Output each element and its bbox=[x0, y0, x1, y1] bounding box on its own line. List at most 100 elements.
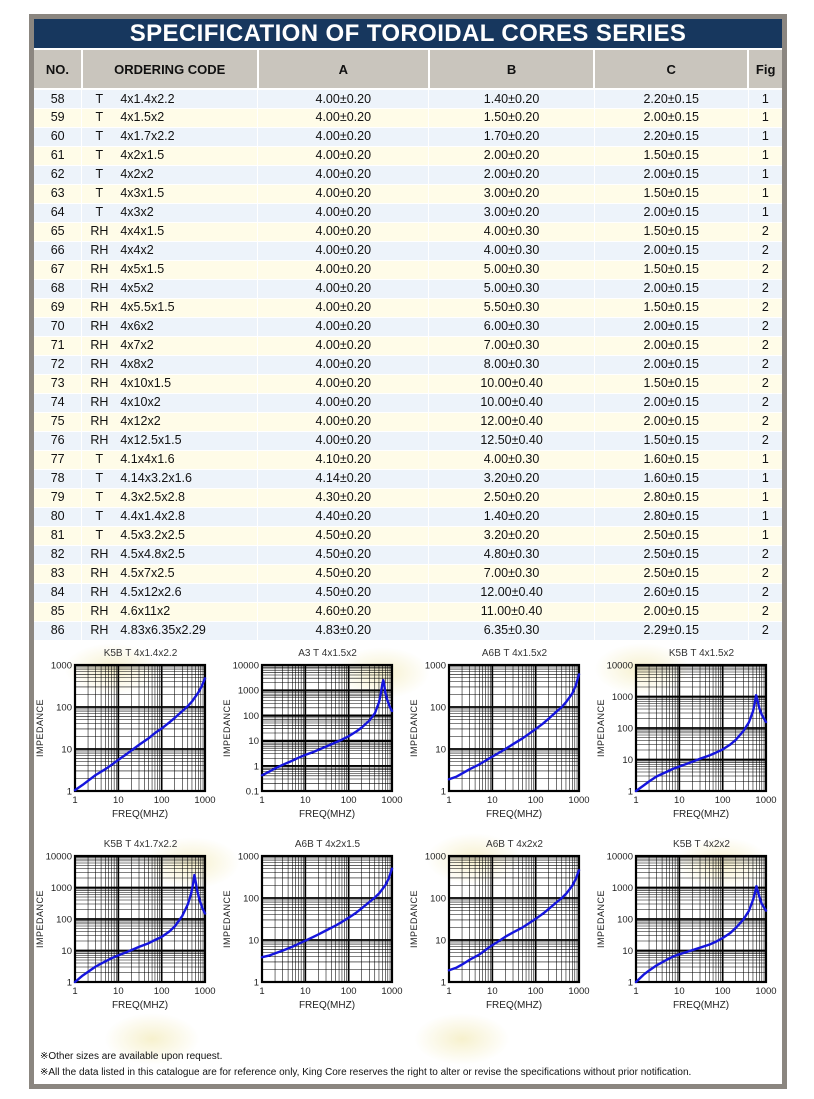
core-type-prefix: RH bbox=[90, 338, 109, 353]
impedance-chart: K5B T 4x1.7x2.2 1 10 100 1000 10000 1 10 100 100… bbox=[34, 837, 221, 1018]
y-tick-label: 1 bbox=[66, 786, 71, 797]
x-tick-label: 1000 bbox=[568, 795, 589, 806]
impedance-chart: A6B T 4x1.5x2 1 10 100 1000 1 10 100 1000 FREQ(M… bbox=[408, 646, 595, 827]
chart-plot: 1 10 100 1000 1 10 100 1000 FREQ(MHZ) IMPEDANCE bbox=[409, 661, 590, 820]
row-dim-a: 4.00±0.20 bbox=[257, 146, 430, 166]
row-no: 75 bbox=[34, 412, 83, 432]
row-fig: 1 bbox=[748, 203, 782, 223]
row-dim-b: 7.00±0.30 bbox=[428, 564, 595, 584]
row-ordering-code: T 4x1.5x2 bbox=[81, 108, 259, 128]
row-dim-c: 2.29±0.15 bbox=[594, 621, 749, 641]
core-type-prefix: T bbox=[95, 110, 104, 125]
x-tick-label: 100 bbox=[527, 795, 543, 806]
row-ordering-code: RH 4.5x12x2.6 bbox=[81, 583, 259, 603]
footnotes: ※Other sizes are available upon request.… bbox=[40, 1049, 691, 1081]
page-frame: SPECIFICATION OF TOROIDAL CORES SERIES N… bbox=[29, 14, 787, 1089]
x-tick-label: 1 bbox=[446, 986, 451, 997]
column-header: Fig bbox=[748, 50, 782, 90]
y-tick-label: 0.1 bbox=[245, 786, 258, 797]
x-axis-label: FREQ(MHZ) bbox=[485, 809, 541, 820]
row-no: 84 bbox=[34, 583, 83, 603]
core-size: 4x12x2 bbox=[120, 414, 161, 429]
chart-title: K5B T 4x1.5x2 bbox=[668, 647, 735, 659]
row-dim-a: 4.10±0.20 bbox=[257, 450, 430, 470]
y-tick-label: 10 bbox=[435, 744, 446, 755]
y-tick-label: 10 bbox=[435, 935, 446, 946]
row-dim-c: 2.00±0.15 bbox=[594, 203, 749, 223]
core-size: 4x5x2 bbox=[120, 281, 154, 296]
row-fig: 2 bbox=[748, 298, 782, 318]
row-no: 80 bbox=[34, 507, 83, 527]
y-axis-label: IMPEDANCE bbox=[409, 698, 419, 756]
chart-row-1: K5B T 4x1.4x2.2 1 10 100 1000 1 10 100 1000 FREQ… bbox=[34, 646, 782, 827]
impedance-chart: K5B T 4x2x2 1 10 100 1000 10000 1 10 100 1000 FRE… bbox=[595, 837, 782, 1018]
x-tick-label: 1000 bbox=[194, 795, 215, 806]
core-size: 4x7x2 bbox=[120, 338, 154, 353]
row-no: 77 bbox=[34, 450, 83, 470]
row-no: 66 bbox=[34, 241, 83, 261]
row-ordering-code: RH 4x4x2 bbox=[81, 241, 259, 261]
core-size: 4.5x12x2.6 bbox=[120, 585, 182, 600]
row-dim-a: 4.00±0.20 bbox=[257, 374, 430, 394]
y-tick-label: 10 bbox=[248, 935, 259, 946]
table-row: 64 T 4x3x2 4.00±0.20 3.00±0.20 2.00±0.15 1 bbox=[34, 203, 782, 223]
y-tick-label: 10000 bbox=[232, 661, 258, 672]
x-tick-label: 100 bbox=[340, 795, 356, 806]
row-no: 68 bbox=[34, 279, 83, 299]
row-fig: 2 bbox=[748, 393, 782, 413]
core-type-prefix: T bbox=[95, 509, 104, 524]
x-tick-label: 100 bbox=[714, 795, 730, 806]
y-tick-label: 1000 bbox=[424, 852, 445, 863]
table-row: 69 RH 4x5.5x1.5 4.00±0.20 5.50±0.30 1.50±0.15… bbox=[34, 298, 782, 318]
core-type-prefix: T bbox=[95, 490, 104, 505]
y-tick-label: 1000 bbox=[50, 883, 71, 894]
x-tick-label: 10 bbox=[300, 795, 311, 806]
row-dim-b: 11.00±0.40 bbox=[428, 602, 595, 622]
row-fig: 2 bbox=[748, 412, 782, 432]
x-axis-label: FREQ(MHZ) bbox=[298, 1000, 354, 1011]
row-dim-c: 2.20±0.15 bbox=[594, 127, 749, 147]
core-size: 4x3x1.5 bbox=[120, 186, 165, 201]
core-type-prefix: T bbox=[95, 186, 104, 201]
row-no: 69 bbox=[34, 298, 83, 318]
row-ordering-code: RH 4x7x2 bbox=[81, 336, 259, 356]
row-ordering-code: RH 4.5x7x2.5 bbox=[81, 564, 259, 584]
y-tick-label: 1000 bbox=[237, 852, 258, 863]
y-axis-label: IMPEDANCE bbox=[35, 698, 45, 756]
row-ordering-code: RH 4.5x4.8x2.5 bbox=[81, 545, 259, 565]
core-size: 4x1.5x2 bbox=[120, 110, 165, 125]
core-size: 4x6x2 bbox=[120, 319, 154, 334]
row-dim-c: 2.00±0.15 bbox=[594, 317, 749, 337]
core-type-prefix: RH bbox=[90, 604, 109, 619]
row-fig: 2 bbox=[748, 374, 782, 394]
row-no: 73 bbox=[34, 374, 83, 394]
y-tick-label: 1 bbox=[440, 977, 445, 988]
row-dim-b: 2.50±0.20 bbox=[428, 488, 595, 508]
row-no: 70 bbox=[34, 317, 83, 337]
y-tick-label: 100 bbox=[430, 893, 446, 904]
table-row: 62 T 4x2x2 4.00±0.20 2.00±0.20 2.00±0.15 1 bbox=[34, 165, 782, 185]
chart-plot: 1 10 100 1000 1 10 100 1000 FREQ(MHZ) IMPEDANCE bbox=[35, 661, 216, 820]
y-tick-label: 1000 bbox=[611, 692, 632, 703]
y-tick-label: 10 bbox=[622, 755, 633, 766]
row-dim-b: 1.40±0.20 bbox=[428, 507, 595, 527]
row-fig: 2 bbox=[748, 564, 782, 584]
row-fig: 1 bbox=[748, 450, 782, 470]
row-dim-b: 3.20±0.20 bbox=[428, 469, 595, 489]
chart-row-2: K5B T 4x1.7x2.2 1 10 100 1000 10000 1 10 100 100… bbox=[34, 837, 782, 1018]
core-type-prefix: RH bbox=[90, 243, 109, 258]
table-row: 79 T 4.3x2.5x2.8 4.30±0.20 2.50±0.20 2.80±0.1… bbox=[34, 488, 782, 508]
row-dim-a: 4.00±0.20 bbox=[257, 89, 430, 109]
watermark bbox=[414, 1012, 510, 1065]
row-ordering-code: T 4.5x3.2x2.5 bbox=[81, 526, 259, 546]
row-dim-c: 1.60±0.15 bbox=[594, 469, 749, 489]
table-row: 85 RH 4.6x11x2 4.60±0.20 11.00±0.40 2.00±0.15… bbox=[34, 602, 782, 622]
row-fig: 1 bbox=[748, 127, 782, 147]
row-dim-a: 4.00±0.20 bbox=[257, 355, 430, 375]
x-tick-label: 1000 bbox=[381, 795, 402, 806]
x-tick-label: 1 bbox=[446, 795, 451, 806]
row-dim-c: 1.50±0.15 bbox=[594, 298, 749, 318]
y-axis-label: IMPEDANCE bbox=[222, 889, 232, 947]
row-no: 82 bbox=[34, 545, 83, 565]
